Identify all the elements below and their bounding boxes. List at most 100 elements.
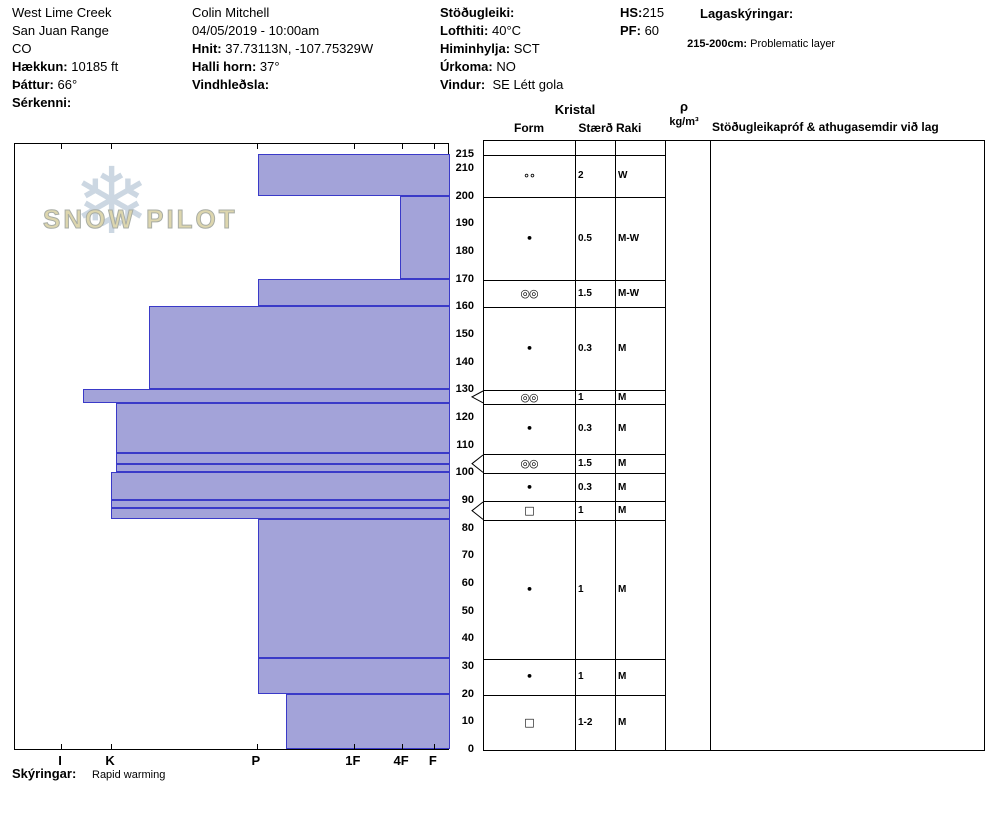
layer-row-line: [483, 500, 665, 502]
header-text: West Lime Creek: [12, 5, 112, 20]
hardness-bar-layer: [82, 389, 450, 404]
grain-size-value: 0.3: [578, 343, 592, 355]
layer-note: 215-200cm: Problematic layer: [681, 26, 835, 50]
header-field: PF: 60: [620, 22, 664, 40]
grain-size-value: 1: [578, 583, 584, 595]
field-label: Þáttur:: [12, 77, 54, 92]
header-field: HS:215: [620, 4, 664, 22]
layer-row-line: [483, 279, 665, 281]
header-text: Colin Mitchell: [192, 5, 270, 20]
field-label: PF:: [620, 23, 641, 38]
wetness-value: M: [618, 716, 627, 728]
header-field: Þáttur: 66°: [12, 76, 118, 94]
layer-note-text: Problematic layer: [747, 38, 836, 50]
hardness-tick: [353, 144, 355, 149]
wetness-value: M: [618, 343, 627, 355]
depth-tick-label: 50: [461, 604, 474, 617]
table-column-line: [665, 141, 666, 751]
header-field: Lofthiti: 40°C: [440, 22, 563, 40]
rounded-grains-symbol: •: [525, 342, 533, 356]
field-value: NO: [492, 59, 516, 74]
density-header-symbol: ρ: [679, 99, 689, 114]
hardness-tick-label: 1F: [345, 753, 361, 768]
header-text: 04/05/2019 - 10:00am: [192, 23, 320, 38]
hardness-tick: [111, 744, 113, 749]
header-site-column: West Lime Creek San Juan Range CO Hækkun: 1…: [12, 4, 118, 112]
table-column-line: [984, 141, 985, 751]
field-label: Lofthiti:: [440, 23, 489, 38]
hardness-bar-layer: [258, 657, 450, 694]
layer-row-line: [483, 658, 665, 660]
field-value: SCT: [510, 41, 540, 56]
layer-row-line: [483, 694, 665, 696]
field-value: 215: [642, 5, 665, 20]
grain-size-value: 2: [578, 170, 584, 182]
field-value: 10185 ft: [67, 59, 119, 74]
header-field: Vindur: SE Létt gola: [440, 76, 563, 94]
thin-layer-marker: [470, 501, 484, 520]
thin-layer-marker: [470, 390, 484, 404]
col-header-wetness: Raki: [616, 121, 642, 135]
field-label: Sérkenni:: [12, 95, 72, 110]
depth-tick-label: 0: [467, 743, 474, 755]
header-observer-column: Colin Mitchell 04/05/2019 - 10:00am Hnit: …: [192, 4, 373, 94]
rounded-grains-symbol: •: [525, 582, 533, 596]
footer-label: Skýringar:: [12, 766, 77, 781]
melt-forms-symbol: ◎◎: [520, 457, 538, 471]
layer-row-line: [483, 404, 665, 406]
depth-tick-label: 170: [455, 272, 474, 285]
density-header-unit: kg/m³: [669, 116, 699, 128]
field-label: Hnit:: [192, 41, 222, 56]
hardness-bar-layer: [258, 519, 450, 658]
snowflake-icon: ❄: [73, 148, 151, 255]
hardness-bar-layer: [286, 693, 450, 749]
layer-row-line: [483, 196, 665, 198]
precipitation-particles-symbol: ∘∘: [523, 169, 536, 183]
wetness-value: M: [618, 505, 627, 517]
wetness-value: M-W: [618, 232, 640, 244]
grain-size-value: 0.3: [578, 423, 592, 435]
hardness-tick: [256, 744, 258, 749]
wetness-value: M: [618, 481, 627, 493]
depth-tick-label: 20: [461, 687, 474, 700]
header-field: Himinhylja: SCT: [440, 40, 563, 58]
table-column-line: [710, 141, 711, 751]
wetness-value: W: [618, 170, 628, 182]
depth-tick-label: 130: [455, 383, 474, 396]
faceted-crystals-symbol: □: [524, 715, 534, 729]
depth-tick-label: 150: [455, 327, 474, 340]
hardness-tick: [61, 744, 63, 749]
header-field: Úrkoma: NO: [440, 58, 563, 76]
depth-tick-label: 140: [455, 355, 474, 368]
hardness-profile-chart: ❄ SNOW PILOT: [14, 143, 450, 750]
hardness-bar-layer: [258, 154, 450, 196]
wetness-value: M: [618, 423, 627, 435]
wetness-value: M-W: [618, 287, 640, 299]
layer-row-line: [483, 390, 665, 392]
field-value: 40°C: [488, 23, 522, 38]
hardness-tick: [256, 144, 258, 149]
faceted-crystals-symbol: □: [524, 504, 534, 518]
hardness-bar-layer: [258, 278, 450, 307]
field-value: 37°: [256, 59, 280, 74]
hardness-bar-layer: [115, 452, 450, 464]
layer-row-line: [483, 155, 665, 156]
layer-row-line: [483, 473, 665, 475]
grain-size-value: 0.3: [578, 481, 592, 493]
hardness-tick: [402, 144, 404, 149]
grain-size-value: 1: [578, 391, 584, 403]
depth-tick-label: 200: [455, 189, 474, 202]
rounded-grains-symbol: •: [525, 422, 533, 436]
rounded-grains-symbol: •: [525, 231, 533, 245]
grain-size-value: 1: [578, 505, 584, 517]
grain-size-value: 1-2: [578, 716, 593, 728]
table-column-line: [483, 141, 484, 751]
hardness-tick-label: F: [428, 753, 437, 768]
hardness-tick-label: K: [105, 753, 115, 768]
layer-note-range: 215-200cm:: [687, 38, 748, 50]
hardness-axis: I K P 1F 4F F: [14, 752, 450, 768]
header-text: CO: [12, 41, 32, 56]
hardness-tick: [402, 744, 404, 749]
layer-row-line: [483, 453, 665, 455]
grain-size-value: 0.5: [578, 232, 592, 244]
